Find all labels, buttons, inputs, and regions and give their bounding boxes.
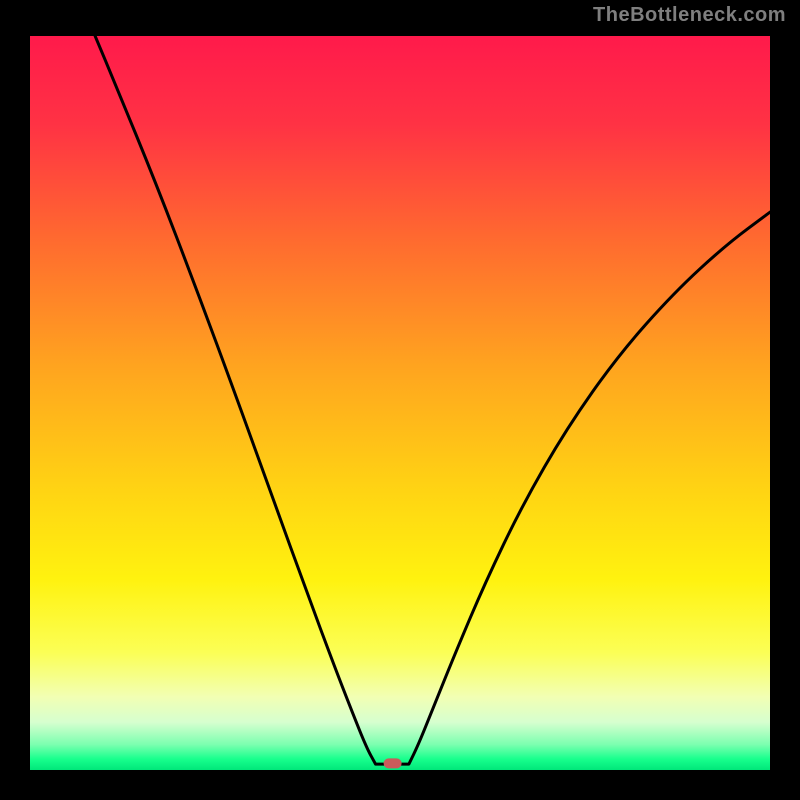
chart-frame: TheBottleneck.com	[0, 0, 800, 800]
optimum-marker	[384, 758, 402, 768]
bottleneck-plot	[30, 36, 770, 770]
watermark-text: TheBottleneck.com	[593, 4, 786, 27]
